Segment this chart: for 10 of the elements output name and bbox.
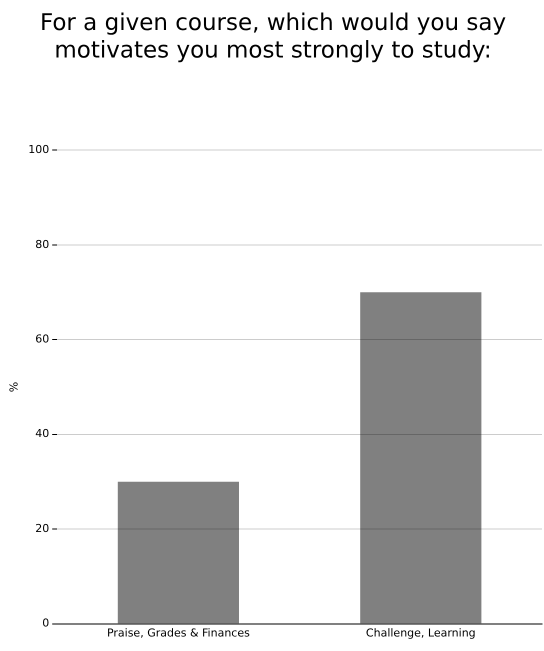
y-tick-label: 60 — [35, 332, 50, 346]
y-tick-label: 80 — [35, 238, 50, 251]
y-tick-label: 0 — [42, 616, 50, 630]
x-tick-label: Challenge, Learning — [366, 626, 476, 640]
x-tick-label: Praise, Grades & Finances — [106, 626, 250, 640]
y-tick-label: 100 — [28, 143, 50, 156]
y-axis-title: % — [7, 382, 20, 392]
y-tick-label: 20 — [35, 522, 50, 535]
chart-title: For a given course, which would you say motivates you most strongly to study: — [40, 10, 506, 64]
y-tick-label: 40 — [35, 427, 50, 440]
